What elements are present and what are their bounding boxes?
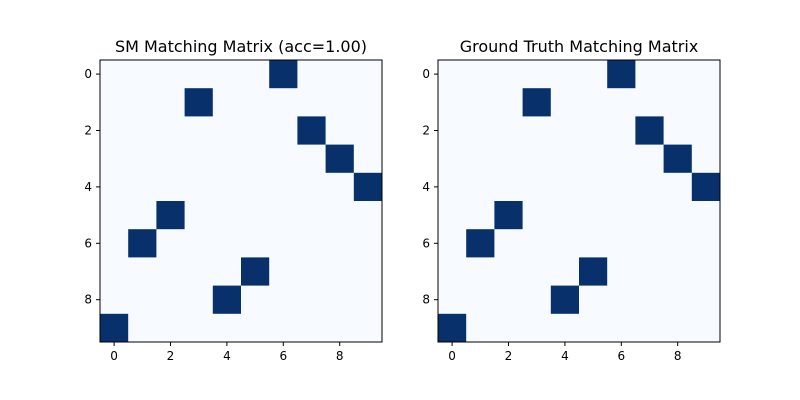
x-tick-label: 0 [110,349,118,363]
heatmap-cell [466,229,495,258]
heatmap-cell [269,60,298,89]
heatmap-cell [325,144,354,173]
chart-title: SM Matching Matrix (acc=1.00) [115,37,367,56]
y-tick-label: 4 [84,180,92,194]
axes-frame [437,59,721,343]
heatmap-cell [691,172,720,201]
heatmap-cell [241,257,270,286]
x-tick-label: 6 [617,349,625,363]
x-tick-label: 6 [279,349,287,363]
x-tick-label: 2 [167,349,175,363]
heatmap-cell [550,285,579,314]
y-tick-label: 2 [84,124,92,138]
heatmap-cell [212,285,241,314]
ground-truth-matching-matrix-panel: Ground Truth Matching Matrix 0 2 4 6 8 0 2 4 6 8 [422,37,721,363]
heatmap-cell [663,144,692,173]
heatmap-cell [297,116,326,145]
y-tick-label: 0 [84,67,92,81]
heatmap-cell [184,88,213,117]
x-tick-label: 4 [223,349,231,363]
heatmap-cell [635,116,664,145]
heatmap-cell [353,172,382,201]
heatmap-cell [100,313,129,342]
x-tick-label: 8 [336,349,344,363]
chart-title: Ground Truth Matching Matrix [460,37,699,56]
x-tick-label: 8 [674,349,682,363]
axes-frame [99,59,383,343]
heatmap-cell [522,88,551,117]
y-tick-label: 2 [422,124,430,138]
y-tick-label: 0 [422,67,430,81]
x-tick-label: 2 [505,349,513,363]
heatmap-cell [128,229,157,258]
heatmap-cell [579,257,608,286]
y-tick-label: 8 [84,293,92,307]
x-tick-label: 4 [561,349,569,363]
y-tick-label: 4 [422,180,430,194]
heatmap-cell [156,201,185,230]
sm-matching-matrix-panel: SM Matching Matrix (acc=1.00) 0 2 4 6 8 0 2 4 6 8 [84,37,383,363]
y-tick-label: 6 [84,236,92,250]
heatmap-cell [494,201,523,230]
heatmap-cell [438,313,467,342]
y-tick-label: 8 [422,293,430,307]
y-tick-label: 6 [422,236,430,250]
heatmap-cell [607,60,636,89]
x-tick-label: 0 [448,349,456,363]
